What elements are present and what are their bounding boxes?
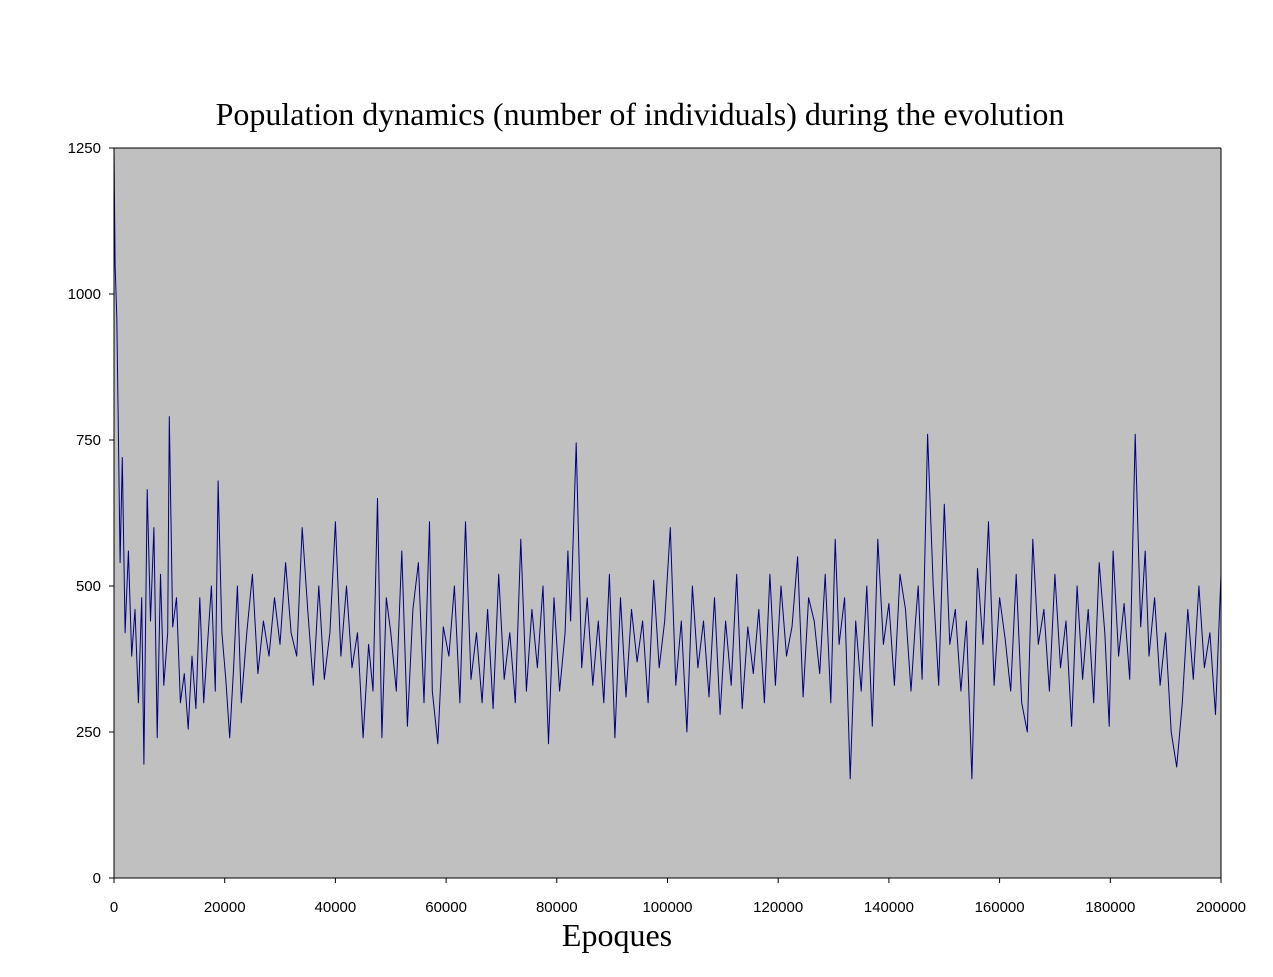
- plot-area: [114, 148, 1221, 878]
- y-tick-label: 500: [76, 578, 101, 595]
- x-tick-label: 180000: [1085, 899, 1135, 916]
- x-tick-label: 80000: [536, 899, 578, 916]
- ticks-layer: 0 250 500 750 1000 1250 0 20000 40000 60000 80000 1…: [68, 140, 1246, 916]
- x-tick-label: 200000: [1196, 899, 1246, 916]
- x-tick-label: 0: [110, 899, 118, 916]
- x-tick-label: 120000: [753, 899, 803, 916]
- series-layer: [113, 147, 1222, 780]
- x-tick-label: 40000: [315, 899, 357, 916]
- y-tick-label: 1250: [68, 140, 101, 157]
- x-tick-label: 60000: [425, 899, 467, 916]
- x-axis-label: Epoques: [562, 917, 672, 953]
- y-tick-label: 1000: [68, 286, 101, 303]
- y-tick-label: 750: [76, 432, 101, 449]
- x-tick-label: 160000: [975, 899, 1025, 916]
- x-tick-label: 20000: [204, 899, 246, 916]
- chart-title: Population dynamics (number of individua…: [216, 96, 1065, 132]
- series-line-population: [113, 147, 1222, 780]
- x-tick-label: 140000: [864, 899, 914, 916]
- y-tick-label: 250: [76, 724, 101, 741]
- x-tick-label: 100000: [642, 899, 692, 916]
- y-tick-label: 0: [93, 870, 101, 887]
